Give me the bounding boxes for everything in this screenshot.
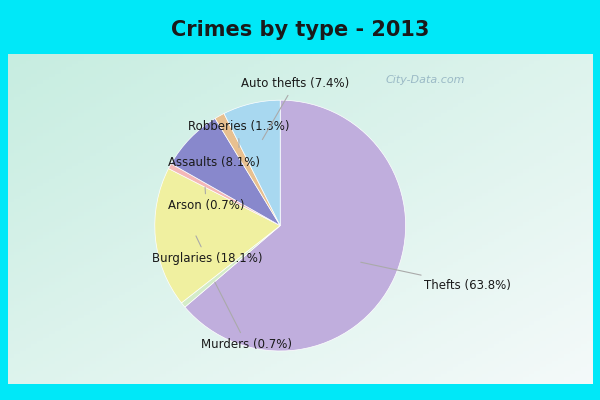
Text: Assaults (8.1%): Assaults (8.1%): [168, 156, 260, 169]
Text: City-Data.com: City-Data.com: [386, 75, 465, 85]
Wedge shape: [181, 226, 280, 307]
Wedge shape: [224, 100, 280, 226]
Text: Thefts (63.8%): Thefts (63.8%): [361, 262, 511, 292]
Wedge shape: [215, 114, 280, 226]
Text: Burglaries (18.1%): Burglaries (18.1%): [152, 236, 262, 265]
Wedge shape: [169, 164, 280, 226]
Text: Robberies (1.3%): Robberies (1.3%): [188, 120, 289, 148]
Text: Murders (0.7%): Murders (0.7%): [201, 282, 292, 351]
Wedge shape: [155, 168, 280, 303]
Text: Crimes by type - 2013: Crimes by type - 2013: [171, 20, 429, 40]
Wedge shape: [171, 118, 280, 226]
Text: Auto thefts (7.4%): Auto thefts (7.4%): [241, 77, 349, 140]
Text: Arson (0.7%): Arson (0.7%): [168, 187, 245, 212]
Wedge shape: [185, 100, 406, 351]
